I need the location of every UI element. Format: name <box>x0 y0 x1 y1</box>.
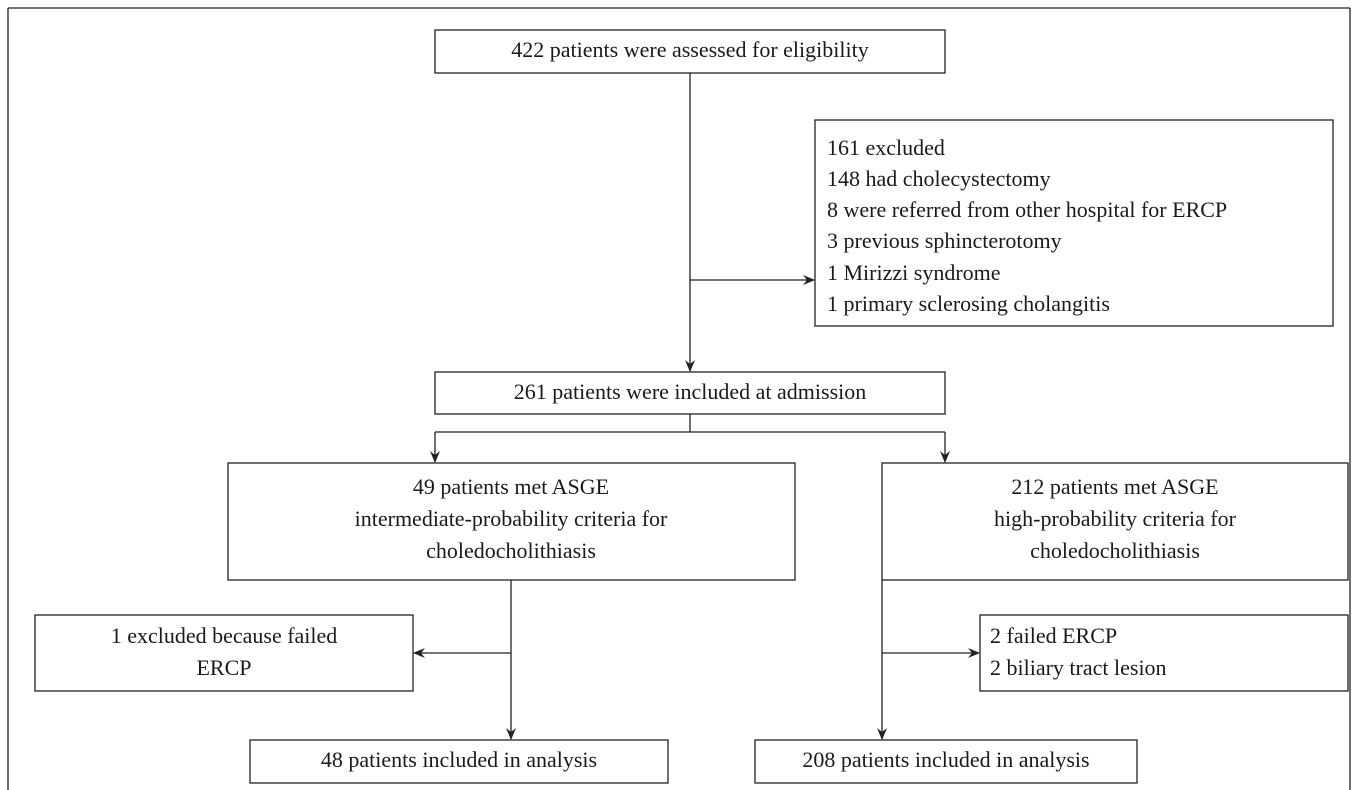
box-text: choledocholithiasis <box>1030 538 1200 563</box>
box-text: 208 patients included in analysis <box>802 747 1089 772</box>
box-text: 148 had cholecystectomy <box>827 166 1051 191</box>
box-text: 161 excluded <box>827 135 945 160</box>
box-text: 212 patients met ASGE <box>1011 474 1218 499</box>
box <box>979 614 1349 692</box>
box-text: 3 previous sphincterotomy <box>827 228 1062 253</box>
connectors <box>413 73 980 740</box>
box-text: 1 excluded because failed <box>111 623 338 648</box>
box-text: ERCP <box>196 655 251 680</box>
box <box>881 462 1349 581</box>
box-text: 1 primary sclerosing cholangitis <box>827 291 1110 316</box>
box-text: 8 were referred from other hospital for … <box>827 197 1227 222</box>
box-text: 48 patients included in analysis <box>321 747 597 772</box>
box-text: 422 patients were assessed for eligibili… <box>511 37 868 62</box>
box <box>434 371 946 415</box>
box <box>434 29 946 74</box>
box <box>754 739 1138 784</box>
box <box>227 462 796 581</box>
box <box>34 614 414 692</box>
box <box>814 119 1334 327</box>
box-text: 1 Mirizzi syndrome <box>827 260 1001 285</box>
box-text: high-probability criteria for <box>994 506 1237 531</box>
box-text: intermediate-probability criteria for <box>355 506 668 531</box>
box-text: choledocholithiasis <box>426 538 596 563</box>
box-text: 2 failed ERCP <box>990 623 1117 648</box>
box <box>249 739 669 784</box>
box-text: 2 biliary tract lesion <box>990 655 1167 680</box>
box-text: 49 patients met ASGE <box>413 474 609 499</box>
box-text: 261 patients were included at admission <box>514 379 867 404</box>
frame <box>7 7 1351 790</box>
